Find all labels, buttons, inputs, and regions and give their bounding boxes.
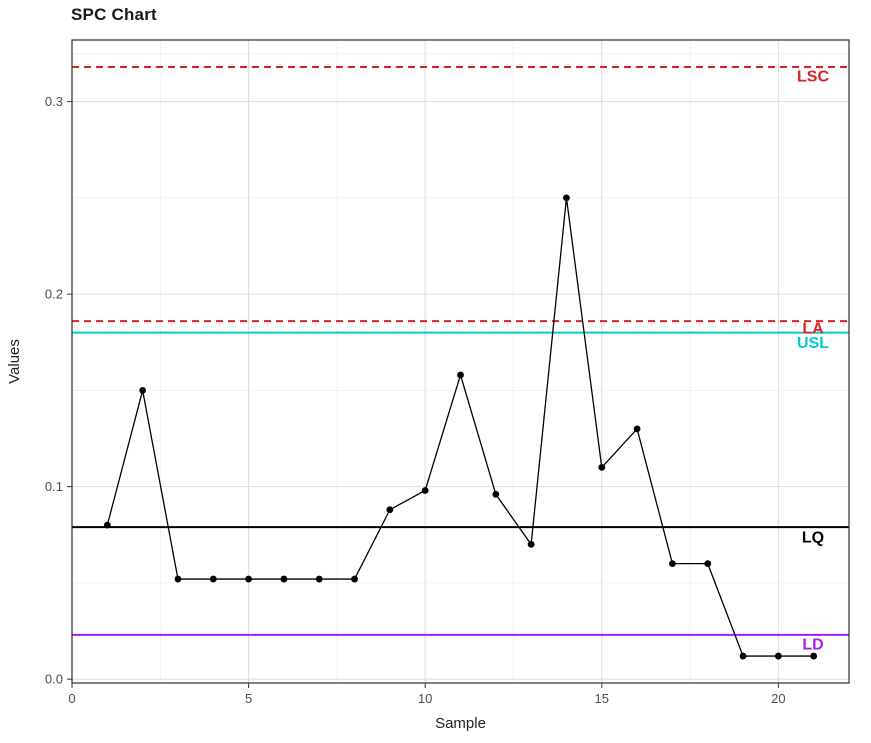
x-tick-label: 20 bbox=[771, 691, 785, 706]
x-tick-label: 10 bbox=[418, 691, 432, 706]
data-point bbox=[669, 560, 676, 568]
ref-line-label-usl: USL bbox=[797, 335, 829, 352]
data-point bbox=[103, 521, 111, 529]
x-tick-label: 15 bbox=[595, 691, 609, 706]
data-point bbox=[810, 652, 818, 660]
data-point bbox=[598, 463, 606, 471]
data-point bbox=[774, 652, 782, 660]
y-tick-label: 0.3 bbox=[45, 94, 63, 109]
ref-line-label-la: LA bbox=[802, 320, 824, 337]
data-point bbox=[421, 487, 429, 494]
ref-line-label-ld: LD bbox=[802, 636, 823, 653]
data-point bbox=[527, 540, 535, 548]
ref-line-label-lq: LQ bbox=[802, 529, 824, 546]
data-point bbox=[386, 506, 394, 514]
y-tick-label: 0.0 bbox=[45, 672, 63, 687]
y-tick-label: 0.1 bbox=[45, 479, 63, 494]
data-point bbox=[739, 652, 747, 660]
data-point bbox=[492, 490, 500, 498]
y-tick-label: 0.2 bbox=[45, 287, 63, 302]
data-point bbox=[209, 575, 217, 583]
x-tick-label: 5 bbox=[245, 691, 252, 706]
chart-title: SPC Chart bbox=[71, 5, 157, 24]
data-point bbox=[457, 371, 464, 379]
y-axis-title: Values bbox=[6, 339, 23, 384]
panel-background bbox=[72, 40, 849, 683]
data-point bbox=[280, 575, 288, 583]
data-point bbox=[139, 386, 147, 394]
ref-line-label-lsc: LSC bbox=[797, 68, 829, 85]
data-point bbox=[633, 425, 641, 433]
x-tick-label: 0 bbox=[68, 691, 75, 706]
data-point bbox=[245, 575, 252, 583]
data-point bbox=[351, 575, 358, 583]
data-point bbox=[315, 575, 323, 583]
data-point bbox=[174, 575, 182, 583]
panel-border bbox=[71, 39, 850, 684]
data-point bbox=[704, 560, 712, 568]
x-axis-title: Sample bbox=[435, 715, 486, 732]
data-point bbox=[563, 194, 570, 202]
